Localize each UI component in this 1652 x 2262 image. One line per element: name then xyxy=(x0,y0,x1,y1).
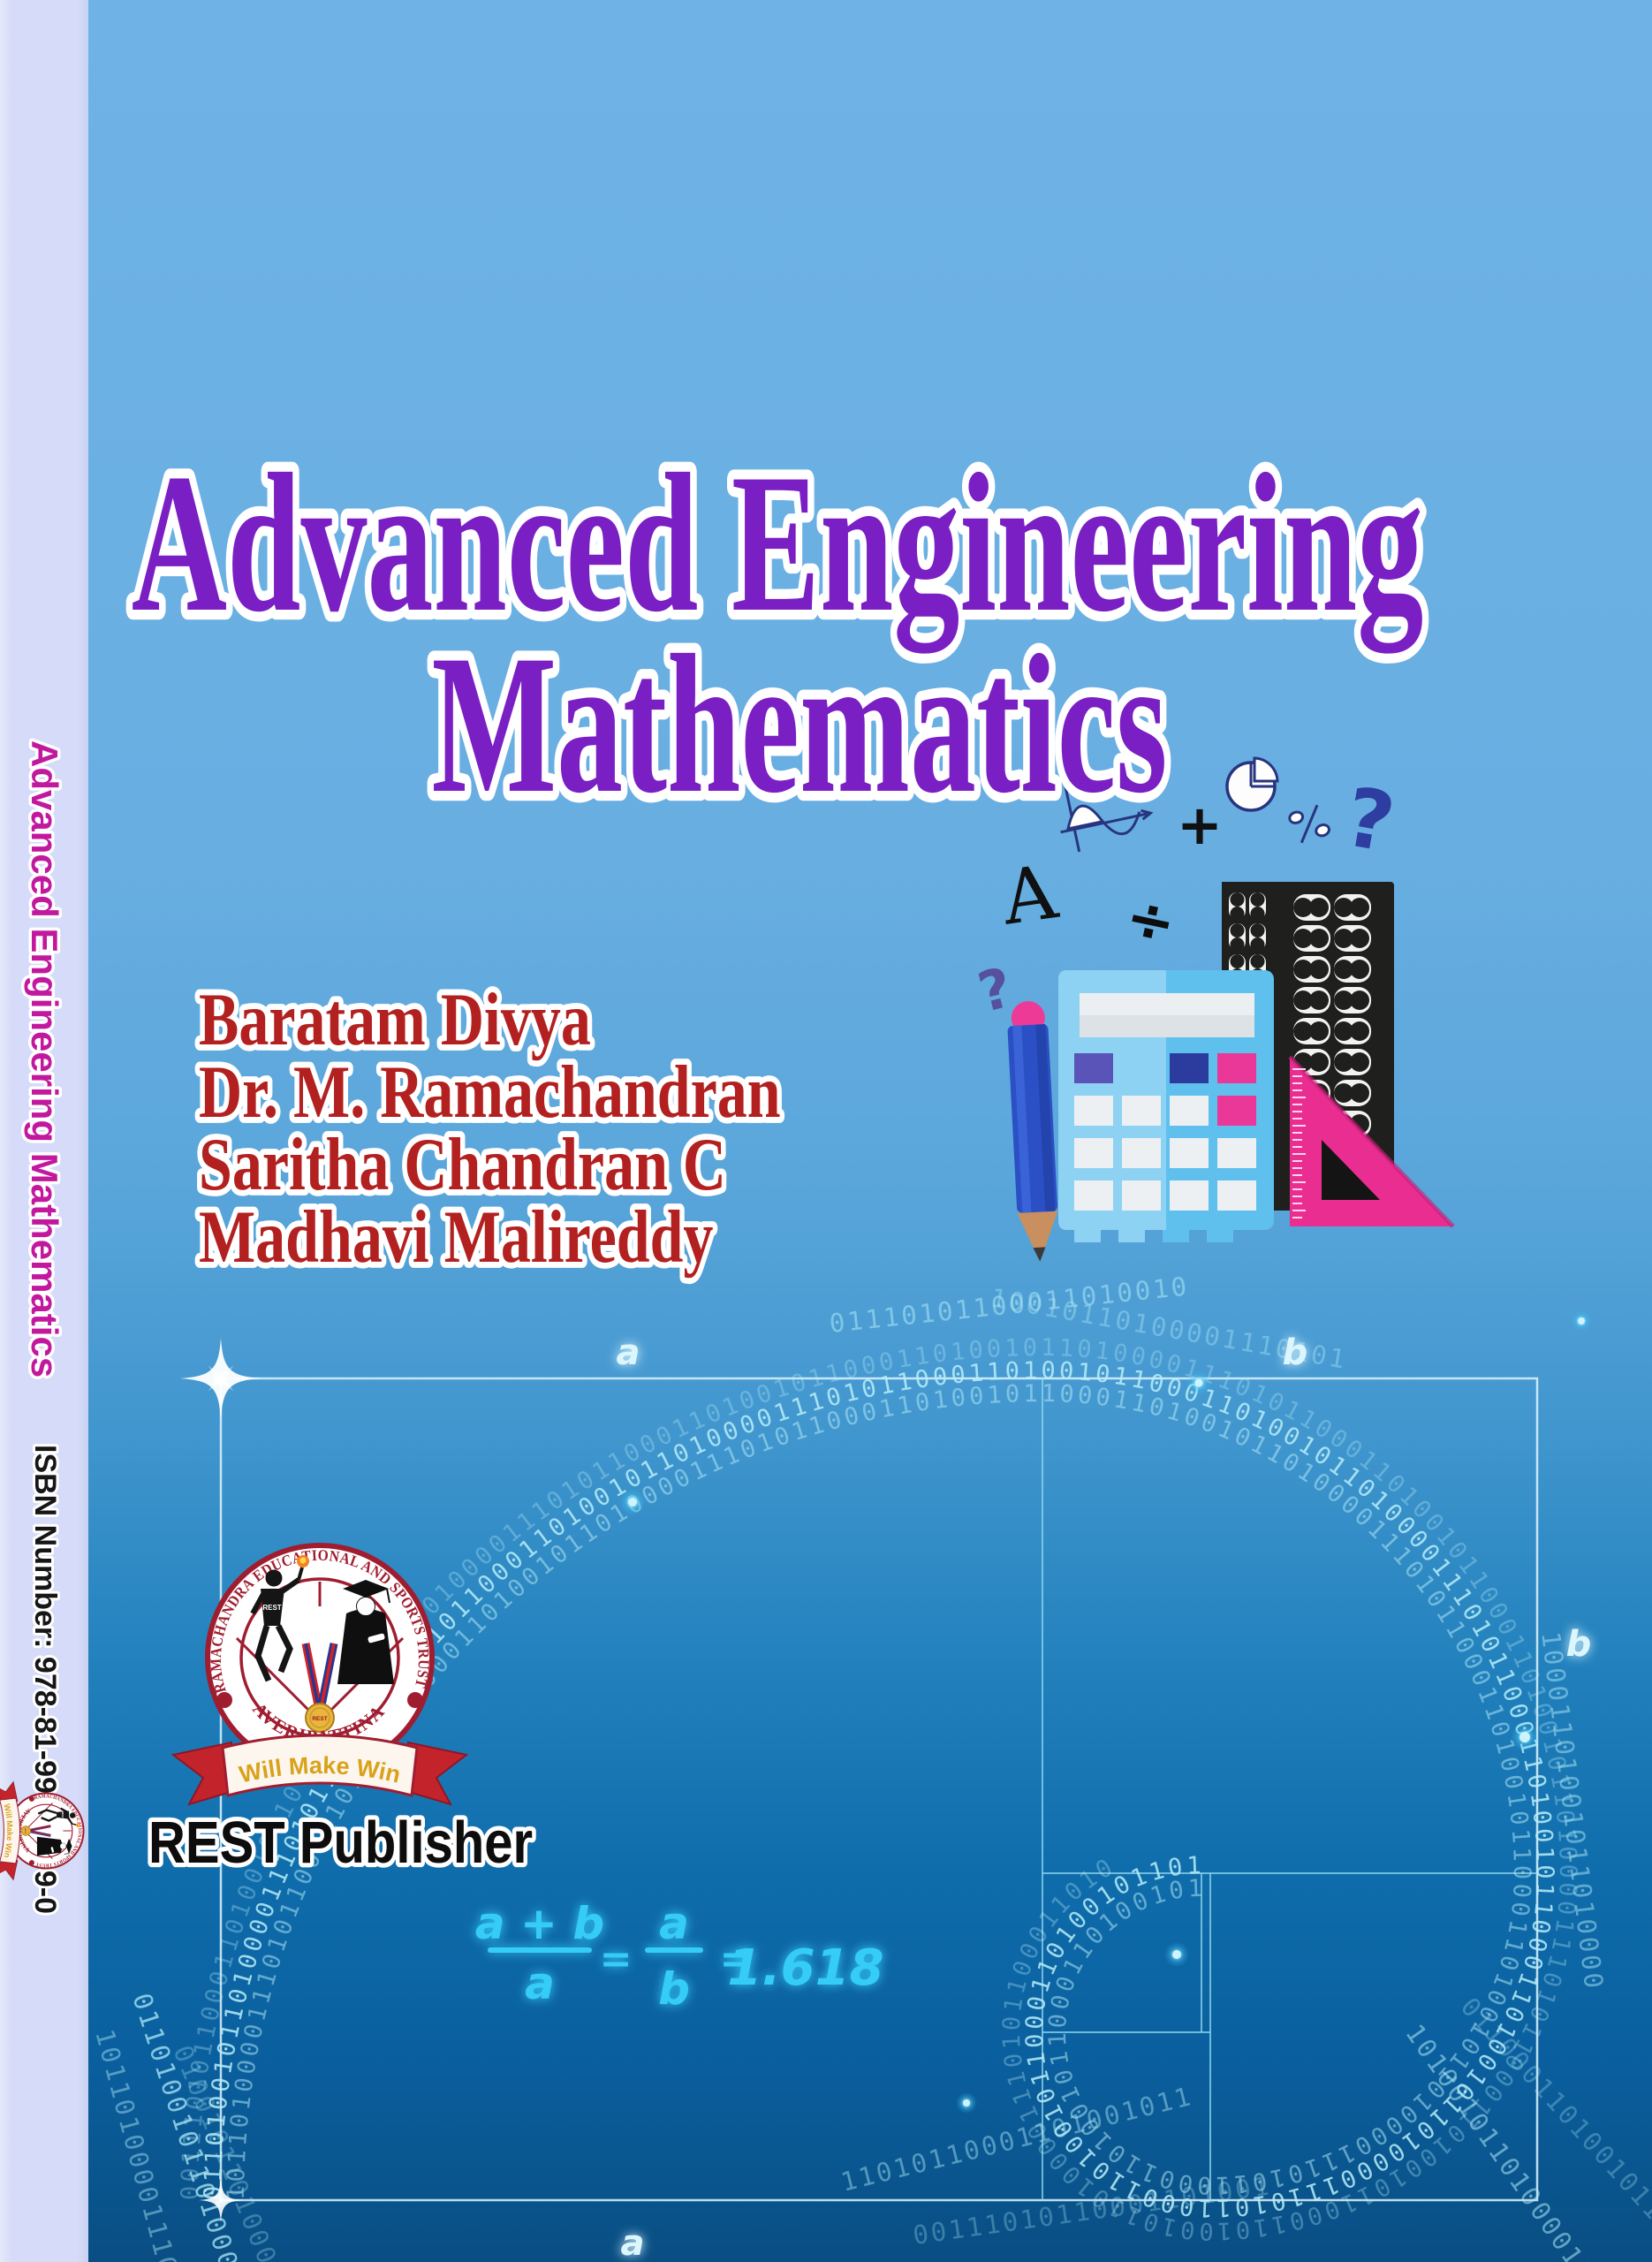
book-spine xyxy=(0,0,88,2262)
front-cover xyxy=(88,0,1652,2262)
